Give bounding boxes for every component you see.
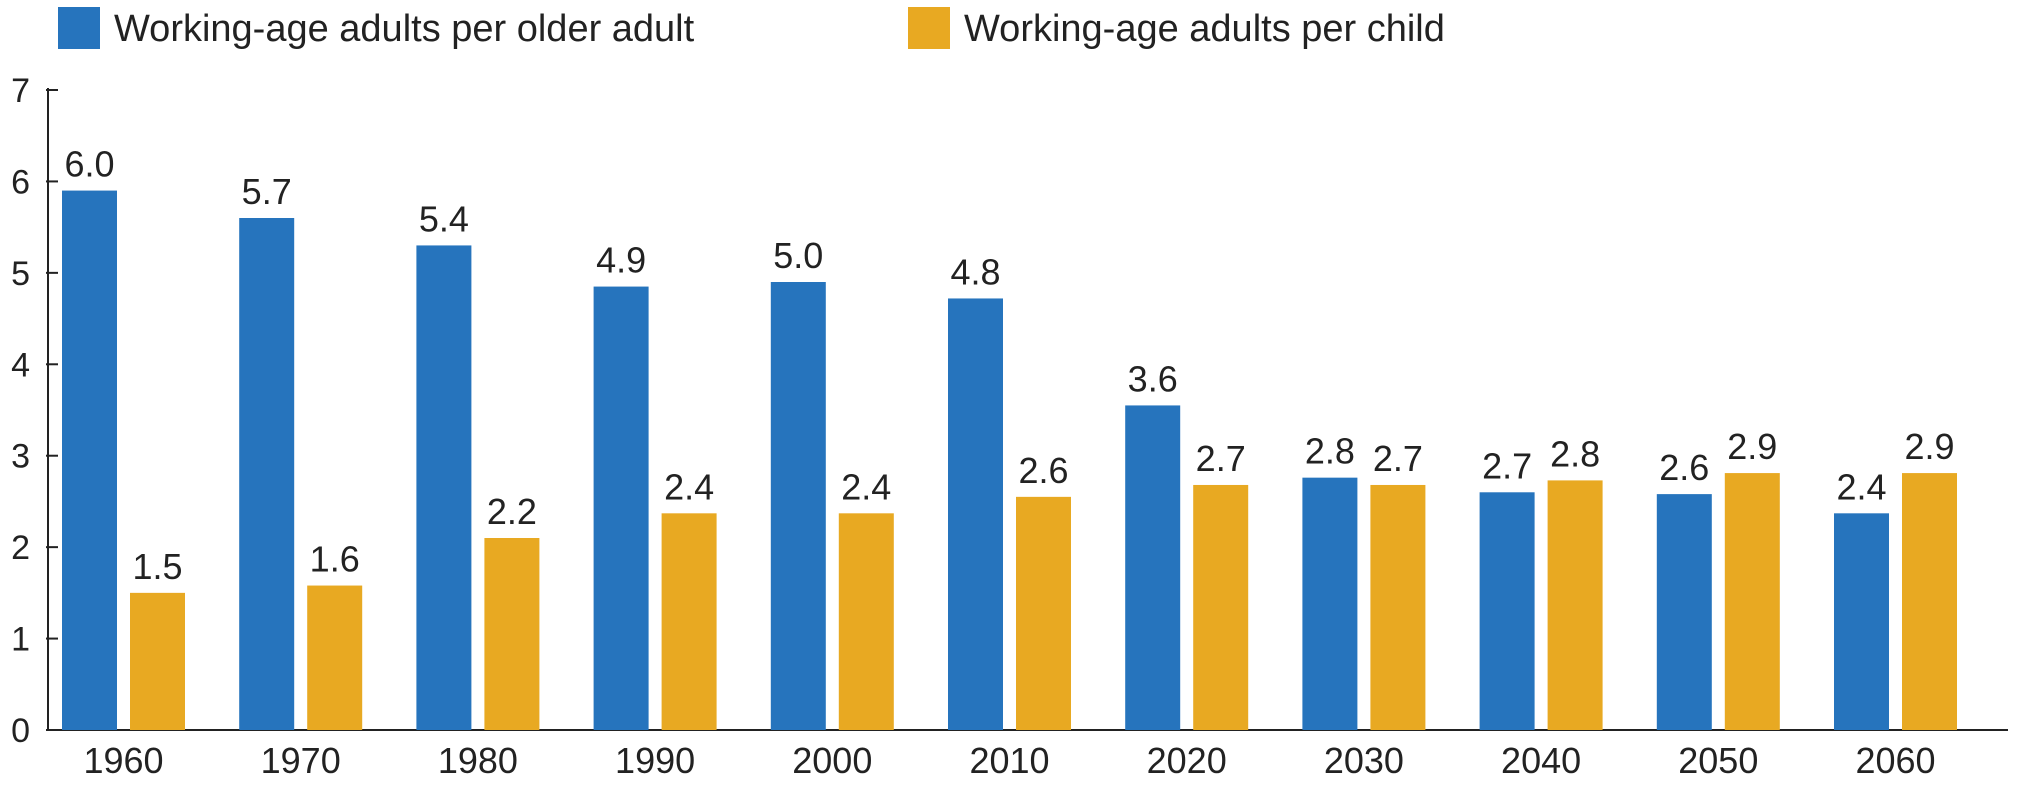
bar-older-adult-2010 xyxy=(948,298,1003,730)
data-label: 2.2 xyxy=(487,491,537,532)
y-tick-label: 7 xyxy=(11,72,30,110)
data-label: 2.9 xyxy=(1727,426,1777,467)
bar-child-2060 xyxy=(1902,473,1957,730)
bar-older-adult-2000 xyxy=(770,282,826,730)
bar-older-adult-2050 xyxy=(1656,494,1712,730)
y-tick-label: 3 xyxy=(11,438,30,476)
x-tick-label: 1960 xyxy=(83,740,163,781)
bar-older-adult-2040 xyxy=(1479,492,1535,730)
bars xyxy=(62,190,1957,731)
data-label: 4.8 xyxy=(950,251,1000,292)
data-label: 5.7 xyxy=(242,171,292,212)
y-tick-label: 6 xyxy=(11,163,30,201)
bar-child-2040 xyxy=(1547,480,1603,730)
y-tick-label: 2 xyxy=(11,529,30,567)
bar-child-1980 xyxy=(484,538,540,730)
data-label: 2.7 xyxy=(1482,445,1532,486)
x-tick-label: 2050 xyxy=(1678,740,1758,781)
x-tick-label: 1990 xyxy=(615,740,695,781)
data-label: 5.4 xyxy=(419,198,469,239)
legend: Working-age adults per older adult Workin… xyxy=(58,7,1445,50)
bar-child-2020 xyxy=(1193,484,1249,730)
data-label: 3.6 xyxy=(1128,358,1178,399)
bar-older-adult-1980 xyxy=(416,245,472,730)
bar-older-adult-1960 xyxy=(62,190,117,731)
y-tick-label: 4 xyxy=(11,346,30,384)
x-tick-label: 2040 xyxy=(1501,740,1581,781)
data-label: 5.0 xyxy=(773,235,823,276)
bar-older-adult-2030 xyxy=(1302,477,1358,730)
x-tick-label: 1980 xyxy=(438,740,518,781)
x-tick-label: 2030 xyxy=(1324,740,1404,781)
y-tick-label: 0 xyxy=(11,712,30,750)
bar-older-adult-2020 xyxy=(1125,405,1181,730)
bar-older-adult-1990 xyxy=(593,286,649,730)
legend-swatch-2 xyxy=(908,7,950,49)
data-label: 1.6 xyxy=(310,539,360,580)
bar-child-1990 xyxy=(661,513,717,730)
bar-child-2050 xyxy=(1724,473,1780,730)
data-label: 2.4 xyxy=(841,466,891,507)
data-label: 2.8 xyxy=(1550,433,1600,474)
y-tick-label: 1 xyxy=(11,621,30,659)
data-label: 2.8 xyxy=(1305,431,1355,472)
data-label: 2.4 xyxy=(664,466,714,507)
data-label: 2.9 xyxy=(1904,426,1954,467)
bar-child-1960 xyxy=(130,592,185,730)
data-labels: 6.0 1.5 5.7 1.6 5.4 2.2 4.9 2.4 5.0 2.4 4.8 2.6 3.6 2… xyxy=(64,144,1954,587)
data-label: 2.4 xyxy=(1836,466,1886,507)
data-label: 2.7 xyxy=(1196,438,1246,479)
x-tick-label: 1970 xyxy=(261,740,341,781)
bar-older-adult-2060 xyxy=(1834,513,1889,730)
data-label: 1.5 xyxy=(132,546,182,587)
bar-child-2010 xyxy=(1016,496,1071,730)
data-label: 2.7 xyxy=(1373,438,1423,479)
data-label: 2.6 xyxy=(1018,450,1068,491)
x-tick-label: 2060 xyxy=(1855,740,1935,781)
bar-child-2030 xyxy=(1370,484,1426,730)
x-tick-label: 2010 xyxy=(969,740,1049,781)
data-label: 4.9 xyxy=(596,240,646,281)
legend-swatch-1 xyxy=(58,7,100,49)
data-label: 2.6 xyxy=(1659,447,1709,488)
legend-label-2: Working-age adults per child xyxy=(964,8,1445,50)
legend-label-1: Working-age adults per older adult xyxy=(114,8,695,50)
bar-child-1970 xyxy=(307,585,363,730)
axes: 0 1 2 3 4 5 6 7 1960 1970 1980 1990 2000 2010 2020 2030… xyxy=(11,72,2008,781)
y-tick-label: 5 xyxy=(11,255,30,293)
x-tick-label: 2020 xyxy=(1147,740,1227,781)
x-tick-label: 2000 xyxy=(792,740,872,781)
bar-older-adult-1970 xyxy=(239,218,295,730)
data-label: 6.0 xyxy=(64,144,114,185)
bar-child-2000 xyxy=(838,513,894,730)
